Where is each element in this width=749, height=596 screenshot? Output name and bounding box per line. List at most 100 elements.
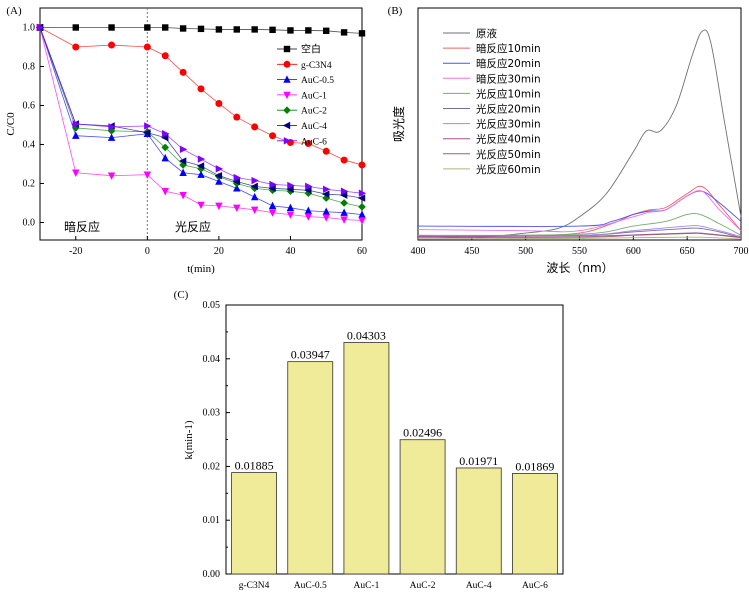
y-tick-label-a: 1.0 [23,22,36,33]
data-point [215,202,223,211]
x-axis-label-a: t(min) [187,263,215,275]
data-point [233,184,241,192]
data-point [179,68,187,76]
data-point [268,184,276,193]
spectrum-series [417,92,742,236]
legend-marker [282,121,291,130]
data-point [251,176,259,185]
legend-label: 原液 [476,27,497,40]
series-line [39,27,363,194]
x-tick-label-b: 700 [734,246,749,257]
data-point [340,216,348,224]
series-line [39,27,363,216]
spectrum-series [417,138,742,238]
data-point [268,209,277,217]
data-point [304,206,313,214]
data-point [233,173,241,182]
data-point [197,25,205,33]
data-point [322,194,331,202]
y-tick-label-c: 0.04 [203,354,221,365]
data-point [340,29,348,36]
data-point [340,208,348,216]
bar-auc-4 [455,467,502,575]
data-point [322,190,330,198]
data-point [304,139,312,147]
legend-label: 光反应60min [476,163,541,176]
data-point [178,157,187,165]
data-point [233,204,241,213]
legend-label: 光反应20min [476,103,541,116]
x-tick-label-b: 450 [464,246,479,257]
data-point [215,26,223,33]
data-label: 0.01869 [515,459,554,473]
data-point [250,182,258,191]
x-tick-label-b: 500 [518,246,533,257]
data-point [250,206,259,214]
x-tick-label-c: g-C3N4 [239,581,270,591]
data-point [269,180,277,189]
data-point [251,26,258,33]
x-tick-label-b: 600 [626,246,641,257]
data-point [286,203,295,212]
legend-label: 光反应40min [476,133,541,146]
series-auc-4 [35,23,366,202]
spectrum-series [417,62,742,227]
data-label: 0.01885 [235,459,274,473]
data-point [214,171,223,180]
data-point [287,181,295,190]
data-point [72,43,80,51]
legend-label: AuC-6 [301,137,327,147]
data-point [162,24,169,31]
data-point [197,155,206,163]
spectrum-series [417,108,742,239]
data-point [197,201,205,210]
legend-label: AuC-2 [301,107,327,117]
x-axis-label-b: 波长（nm） [546,261,613,275]
data-point [179,145,188,154]
data-point [179,168,187,176]
plot-frame-a [39,7,363,241]
x-tick-label-a: -20 [69,246,82,257]
data-point [250,192,259,201]
data-point [215,100,223,108]
y-axis-label-c: k(min-1) [183,420,195,459]
data-point [304,186,312,194]
data-point [107,172,116,180]
data-point [323,185,331,194]
data-point [144,24,151,31]
legend-marker [283,75,291,83]
bar-g-c3n4 [231,472,277,575]
data-point [215,165,224,173]
data-point [196,162,205,170]
data-point [107,133,116,141]
legend-label: 光反应30min [476,118,541,131]
data-point [144,122,152,130]
data-point [233,26,240,33]
data-point [197,170,205,178]
data-point [322,147,330,155]
data-point [305,182,313,191]
y-tick-label-c: 0.02 [203,461,221,472]
annotation-light: 光反应 [175,219,211,234]
x-tick-label-a: 60 [357,246,367,257]
y-tick-label-c: 0.05 [203,300,221,311]
series-line [39,27,363,221]
y-tick-label-a: 0.8 [23,61,36,72]
legend-label: AuC-4 [301,122,327,132]
data-point [357,194,366,202]
legend-marker [283,137,292,145]
bar-auc-1 [343,342,390,575]
data-label: 0.01971 [459,454,498,468]
legend-label: 光反应50min [476,148,541,161]
data-point [322,207,330,215]
spectrum-series [417,168,742,240]
legend-label: 暗反应30min [476,72,541,85]
data-point [340,156,348,164]
spectrum-line [417,213,742,236]
data-point [251,123,259,131]
data-point [358,210,366,218]
legend-marker [283,106,291,114]
data-point [143,129,151,137]
legend-marker [283,45,291,53]
data-point [161,188,169,196]
